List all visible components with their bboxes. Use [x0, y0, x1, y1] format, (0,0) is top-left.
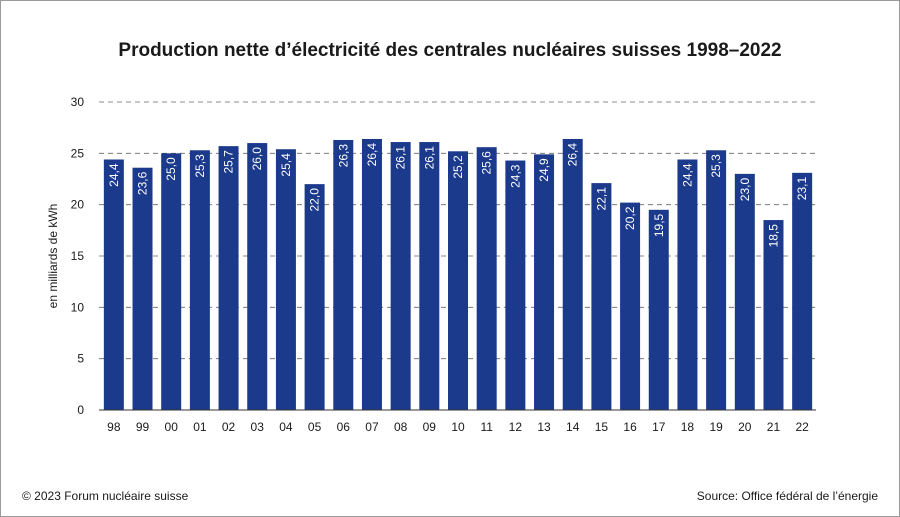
bar-21 — [763, 220, 784, 410]
x-tick-label: 20 — [738, 420, 752, 434]
bar-value-label: 24,3 — [508, 164, 522, 188]
x-tick-label: 18 — [681, 420, 695, 434]
bar-01 — [189, 150, 210, 410]
bar-value-label: 26,1 — [422, 146, 436, 170]
bar-11 — [476, 147, 497, 410]
x-tick-label: 15 — [595, 420, 609, 434]
bar-08 — [390, 142, 411, 411]
bar-20 — [734, 173, 755, 410]
bar-07 — [361, 138, 382, 410]
bar-99 — [132, 167, 153, 410]
y-tick-label: 15 — [71, 249, 85, 263]
bars: 24,4 23,6 25,0 25,3 25,7 26,0 25,4 22,0 26,3 26,4… — [103, 138, 813, 411]
x-tick-label: 13 — [537, 420, 551, 434]
bar-03 — [247, 143, 268, 411]
bar-19 — [706, 150, 727, 410]
bar-value-label: 25,2 — [451, 155, 465, 179]
x-tick-label: 08 — [394, 420, 408, 434]
bar-14 — [562, 138, 583, 410]
bar-98 — [103, 159, 124, 410]
x-tick-label: 06 — [337, 420, 351, 434]
bar-13 — [534, 154, 555, 410]
x-tick-label: 05 — [308, 420, 322, 434]
x-tick-label: 01 — [193, 420, 207, 434]
bar-02 — [218, 146, 239, 410]
x-tick-label: 98 — [107, 420, 121, 434]
bar-value-label: 26,0 — [250, 147, 264, 171]
x-tick-label: 07 — [365, 420, 379, 434]
y-tick-label: 25 — [71, 146, 85, 160]
bar-16 — [620, 202, 641, 410]
y-tick-label: 10 — [71, 300, 85, 314]
bar-value-label: 24,9 — [537, 158, 551, 182]
bar-value-label: 25,6 — [480, 151, 494, 175]
chart-title: Production nette d’électricité des centr… — [118, 40, 782, 61]
copyright-text: © 2023 Forum nucléaire suisse — [22, 489, 189, 503]
x-tick-label: 09 — [423, 420, 437, 434]
bar-value-label: 25,4 — [279, 153, 293, 177]
bar-value-label: 23,1 — [795, 177, 809, 201]
bar-value-label: 26,1 — [394, 146, 408, 170]
y-axis-label: en milliards de kWh — [46, 204, 60, 309]
bar-12 — [505, 160, 526, 410]
bar-value-label: 23,0 — [738, 178, 752, 202]
y-tick-label: 30 — [71, 95, 85, 109]
bar-15 — [591, 183, 612, 410]
x-tick-label: 04 — [279, 420, 293, 434]
bar-value-label: 25,3 — [709, 154, 723, 178]
x-tick-label: 11 — [480, 420, 493, 434]
x-tick-label: 21 — [767, 420, 781, 434]
bar-value-label: 26,3 — [336, 144, 350, 168]
bar-value-label: 24,4 — [107, 163, 121, 187]
bar-17 — [648, 209, 669, 410]
bar-04 — [275, 149, 296, 410]
bar-value-label: 24,4 — [680, 163, 694, 187]
bar-22 — [792, 172, 813, 410]
x-tick-label: 22 — [795, 420, 809, 434]
bar-value-label: 18,5 — [766, 224, 780, 248]
bar-value-label: 23,6 — [136, 171, 150, 195]
bar-05 — [304, 184, 325, 410]
x-tick-label: 19 — [709, 420, 723, 434]
y-tick-label: 0 — [77, 403, 84, 417]
bar-value-label: 25,3 — [193, 154, 207, 178]
bar-18 — [677, 159, 698, 410]
source-text: Source: Office fédéral de l’énergie — [696, 489, 878, 503]
x-tick-label: 99 — [136, 420, 150, 434]
x-tick-label: 14 — [566, 420, 580, 434]
bar-00 — [161, 153, 182, 411]
bar-value-label: 26,4 — [365, 143, 379, 167]
bar-value-label: 25,7 — [222, 150, 236, 174]
bar-10 — [448, 151, 468, 410]
y-tick-label: 20 — [71, 198, 85, 212]
bar-value-label: 26,4 — [566, 143, 580, 167]
y-tick-label: 5 — [77, 352, 84, 366]
bar-09 — [419, 142, 440, 411]
bar-06 — [333, 139, 354, 410]
bar-value-label: 20,2 — [623, 206, 637, 230]
x-tick-label: 16 — [623, 420, 637, 434]
bar-value-label: 25,0 — [164, 157, 178, 181]
x-tick-label: 00 — [165, 420, 179, 434]
bar-value-label: 22,0 — [308, 188, 322, 212]
bar-value-label: 22,1 — [594, 187, 608, 211]
x-tick-label: 12 — [509, 420, 523, 434]
x-tick-label: 17 — [652, 420, 666, 434]
x-tick-label: 10 — [451, 420, 465, 434]
x-tick-label: 02 — [222, 420, 236, 434]
bar-value-label: 19,5 — [652, 213, 666, 237]
x-tick-label: 03 — [251, 420, 265, 434]
